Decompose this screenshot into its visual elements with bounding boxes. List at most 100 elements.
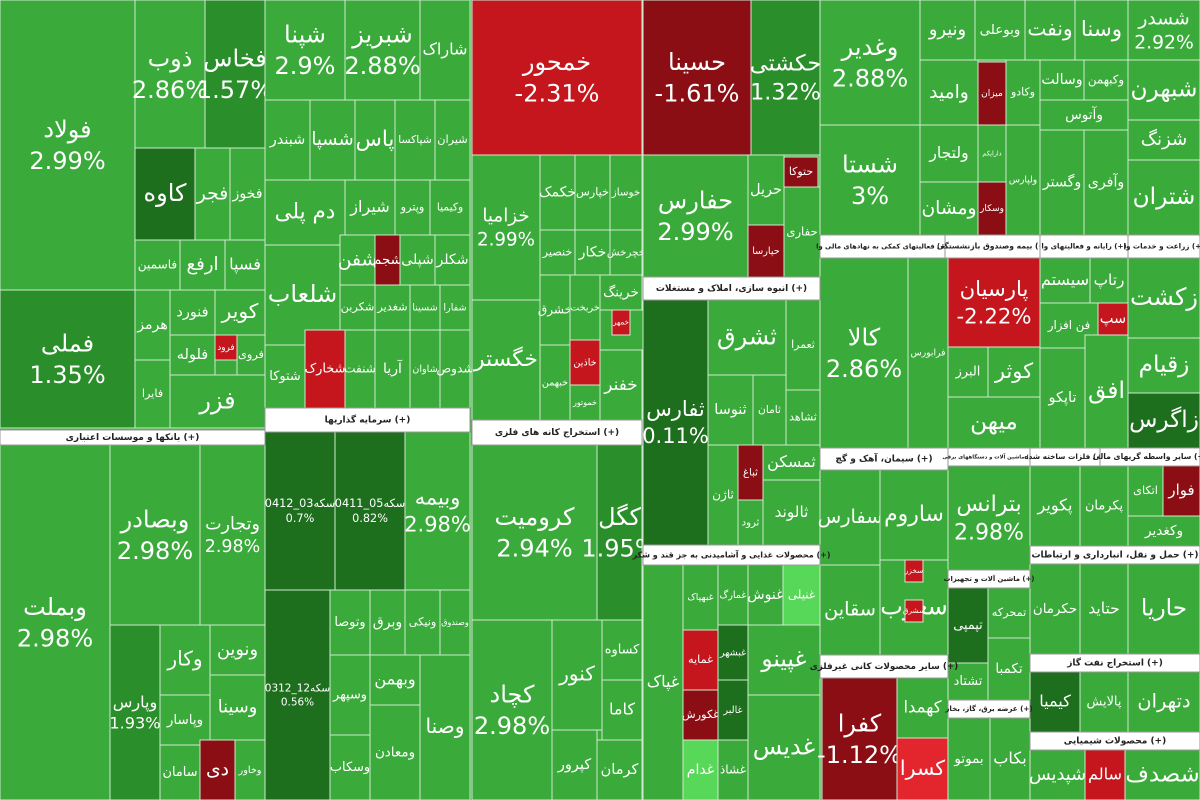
group-header-label: سرمایه گذاریها (+) (325, 414, 411, 426)
tile-name: شیران (437, 133, 468, 147)
tile-name: وکغدیر (1144, 523, 1183, 539)
tile-name: شاوان (412, 364, 437, 375)
tile-change: 2.99% (657, 218, 733, 246)
group-header-label: استخراج کانه های فلزی (+) (495, 428, 619, 438)
tile-name: زاگرس (1129, 406, 1199, 433)
tile-rect (419, 654, 471, 800)
tile-rect (329, 589, 371, 656)
tile-name: تشتاد (954, 674, 983, 689)
tile-name: غمارگ (720, 588, 747, 601)
tile-rect (264, 344, 306, 409)
tile-name: سشرق (903, 606, 925, 615)
tile-name: شصدف (1125, 762, 1199, 788)
tile: وبیمه 2.98% (404, 431, 471, 591)
tile: میزان (977, 61, 1007, 126)
tile: وغدیر 2.88% (819, 0, 921, 126)
tile-name: وصنا (425, 714, 464, 738)
tile-rect (611, 309, 631, 336)
tile: شصدف (1124, 749, 1200, 800)
tile-name: وتجارت (205, 515, 260, 535)
tile-name: ثامان (758, 403, 781, 416)
tile: تکمبا (987, 637, 1031, 701)
tile: شنفت (344, 329, 376, 409)
tile-name: کنور (558, 662, 595, 686)
group-header (947, 699, 1031, 719)
tile-change: 1.35% (29, 361, 105, 389)
tile-rect (1089, 257, 1129, 304)
tile: سقاین (819, 564, 881, 656)
tile-name: تپمپی (953, 618, 983, 633)
tile-change: -1.61% (655, 79, 740, 107)
tile-name: شسپا (311, 129, 353, 150)
tile: شکلر (434, 234, 471, 286)
tile-name: کهمدا (903, 698, 941, 718)
tile-change: -2.22% (957, 303, 1032, 328)
tile-name: شستا (842, 151, 898, 179)
tile: وسپهر (329, 654, 371, 736)
tile: حکرمان (1029, 563, 1081, 655)
tile-change: 1.57% (197, 76, 273, 104)
tile-rect (339, 284, 376, 331)
tile: شزنگ (1127, 119, 1200, 161)
tile: ثنوسا (707, 374, 754, 446)
tile-name: سفارس (818, 505, 883, 528)
tile-name: شبندر (269, 132, 306, 148)
tile-name: وبیمه (415, 485, 461, 509)
tile-name: پکرمان (1085, 499, 1124, 514)
tile-name: افق (1088, 378, 1125, 404)
tile: فایرا (134, 359, 171, 429)
tile: خمهر (611, 309, 631, 336)
tile: ونیکی (404, 589, 441, 656)
tile-rect (369, 654, 421, 706)
tile: غنوش (747, 564, 784, 626)
tile: خفنر (599, 349, 643, 421)
tile-name: خفنر (603, 374, 637, 394)
tile: شتوکا (264, 344, 306, 409)
tile-rect (1097, 302, 1129, 336)
tile: فروی (236, 334, 266, 376)
tile: بکاب (989, 717, 1031, 800)
tile: تشتاد (947, 662, 989, 701)
tile-name: شاراک (422, 40, 467, 60)
tile: شبهرن (1127, 59, 1200, 121)
tile-name: وسالت (1041, 72, 1082, 88)
tile: خریخت (569, 274, 601, 341)
tile-name: ساروم (884, 502, 944, 527)
tile: پالایش (1079, 671, 1129, 733)
tile-name: غکورش (682, 708, 719, 722)
tile-rect (539, 344, 571, 421)
tile: فنورد (169, 289, 216, 336)
tile-name: زکشت (1130, 283, 1198, 311)
tile: وکبهمن (1083, 59, 1129, 101)
tile: کیمیا (1029, 671, 1081, 733)
tile: بترانس 2.98% (947, 465, 1031, 571)
tile-rect (919, 59, 979, 126)
tile: شپلی (399, 234, 436, 286)
tile-change: 2.86% (132, 76, 208, 104)
tile: حسینا -1.61% (642, 0, 752, 156)
tile-name: شزنگ (1141, 128, 1188, 150)
tile-name: غالبر (722, 705, 742, 716)
tile: غمارگ (717, 564, 749, 626)
tile-name: وبوعلی (980, 23, 1021, 38)
tile-rect (1127, 59, 1200, 121)
tile-rect (785, 299, 821, 391)
tile-rect (1127, 159, 1200, 236)
tile-rect (762, 444, 821, 481)
tile-name: غپینو (760, 646, 806, 673)
tile-rect (747, 154, 785, 226)
tile-rect (947, 396, 1041, 449)
tile-name: فجر (196, 184, 229, 205)
tile-change: 2.98% (954, 520, 1024, 545)
tile-rect (1162, 465, 1200, 517)
tile: ثامان (752, 374, 787, 446)
tile-name: خریخت (570, 303, 600, 314)
tile: شسپا (309, 99, 356, 181)
tile-name: کگل (598, 503, 641, 531)
tile: اتکای (1127, 465, 1164, 517)
tile-name: شپاکسا (398, 133, 432, 146)
tile-name: خرینگ (603, 284, 639, 301)
